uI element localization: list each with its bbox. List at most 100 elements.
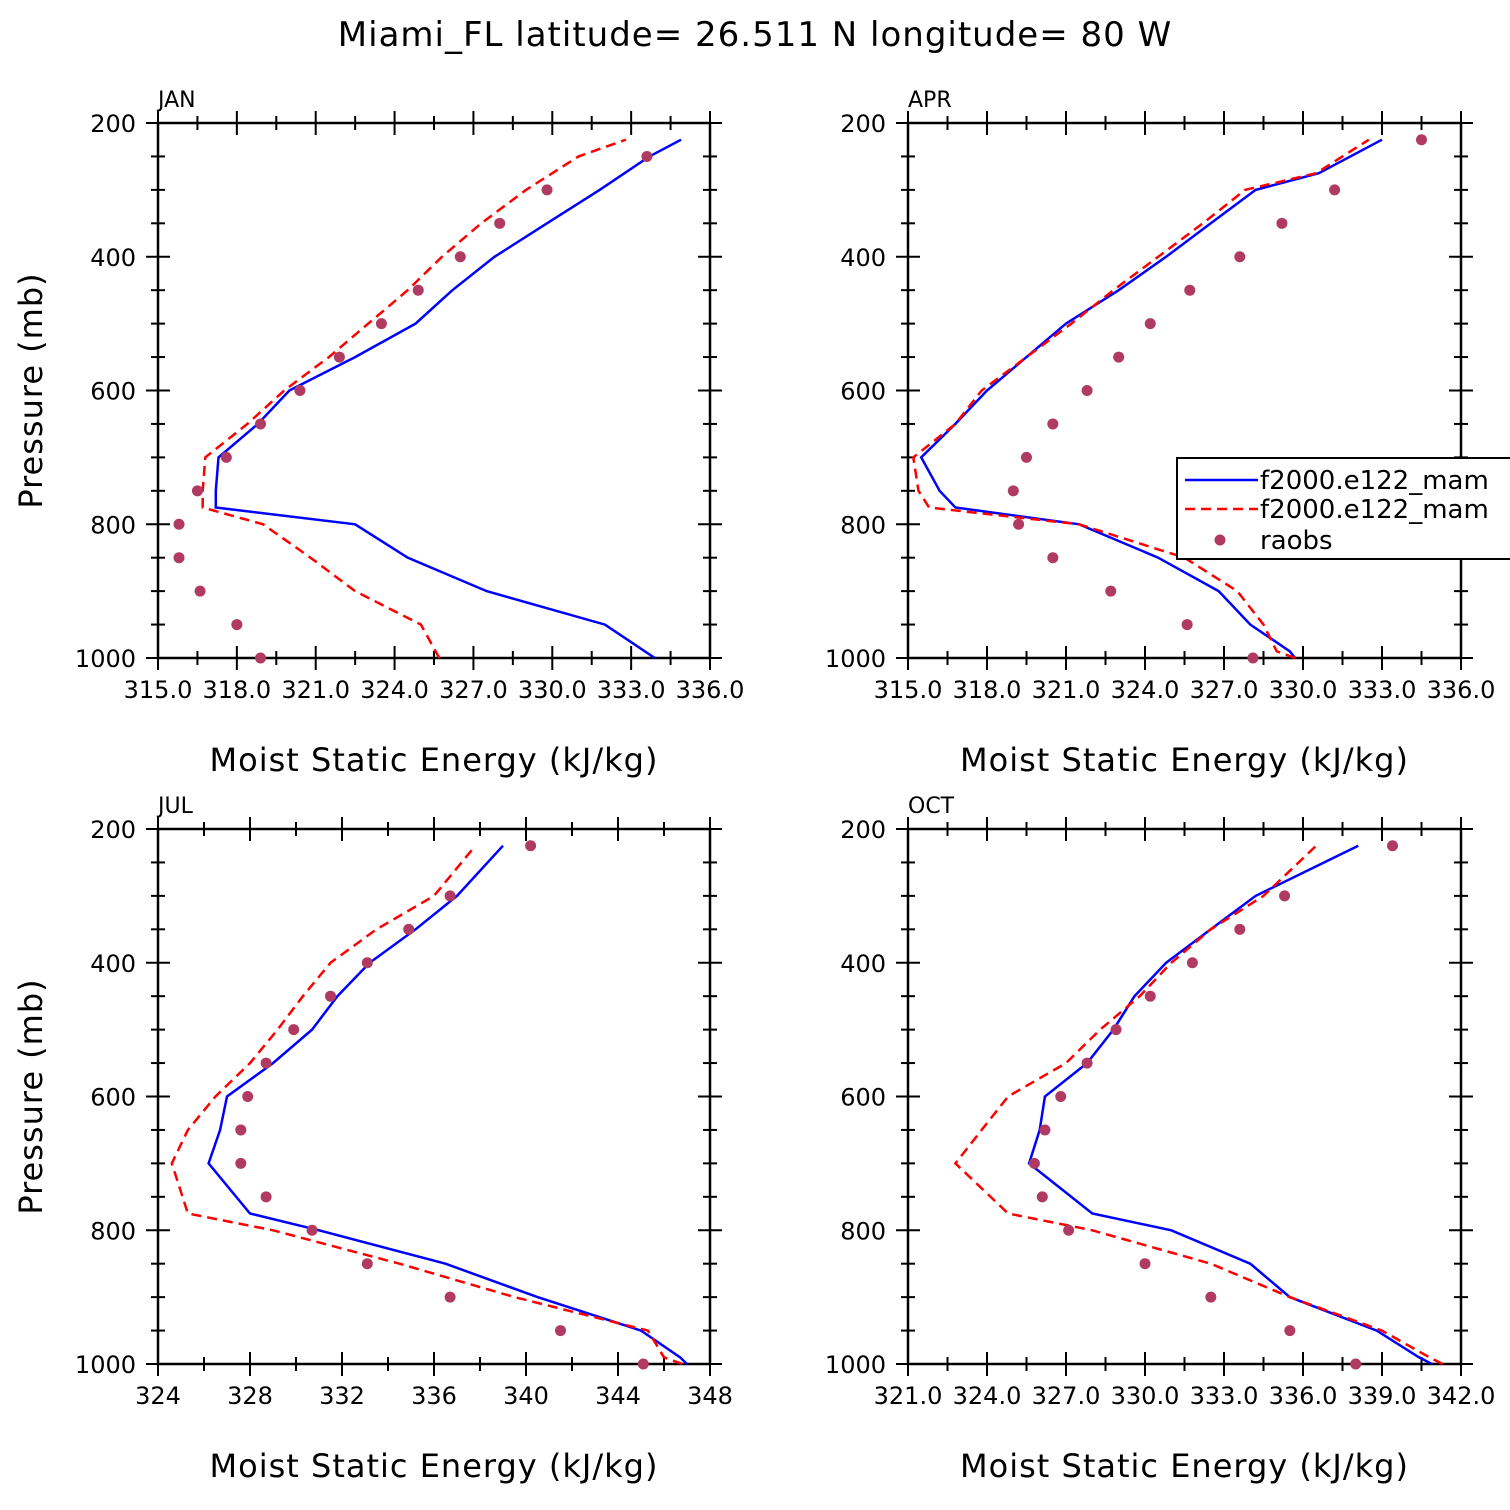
raobs-point (1234, 251, 1246, 263)
raobs-point (1081, 385, 1093, 396)
legend-label: f2000.e122_mam (1260, 466, 1489, 496)
panels-container: JAN 315.0 318.0 321.0 324.0 327.0 330.0 333.0 33… (12, 88, 1495, 1485)
raobs-point (294, 385, 306, 396)
series-line-model-1 (919, 138, 1383, 659)
y-tick-label: 200 (90, 110, 136, 138)
raobs-point (375, 318, 387, 330)
raobs-point (412, 284, 424, 296)
x-tick-label: 315.0 (124, 676, 193, 704)
series-line-model-2 (953, 844, 1444, 1366)
panel-title: OCT (908, 794, 955, 819)
raobs-point (1350, 1358, 1362, 1370)
y-tick-label: 200 (90, 816, 136, 844)
raobs-point (191, 485, 203, 497)
x-tick-label: 318.0 (202, 676, 271, 704)
raobs-point (1205, 1291, 1217, 1303)
raobs-point (403, 923, 415, 935)
series-line-model-2 (201, 138, 627, 659)
raobs-point (1110, 1024, 1122, 1036)
legend-label: raobs (1260, 526, 1333, 556)
raobs-point (1276, 217, 1288, 229)
raobs-point (173, 552, 185, 564)
y-tick-label: 800 (840, 511, 886, 539)
raobs-point (260, 1057, 272, 1069)
raobs-point (325, 990, 336, 1002)
x-tick-label: 344 (595, 1382, 641, 1410)
raobs-point (1007, 485, 1019, 497)
x-tick-label: 315.0 (874, 676, 943, 704)
raobs-point (288, 1024, 300, 1036)
figure-title: Miami_FL latitude= 26.511 N longitude= 8… (338, 15, 1172, 55)
x-tick-label: 324 (135, 1382, 181, 1410)
raobs-point (231, 619, 243, 631)
y-tick-label: 800 (90, 511, 136, 539)
raobs-point (306, 1224, 318, 1236)
raobs-point (1047, 418, 1059, 430)
x-tick-label: 340 (503, 1382, 549, 1410)
raobs-point (194, 585, 206, 597)
x-axis-label: Moist Static Energy (kJ/kg) (960, 741, 1409, 779)
x-tick-label: 336 (411, 1382, 457, 1410)
x-tick-label: 333.0 (1348, 676, 1417, 704)
panel-title: APR (908, 88, 952, 113)
x-tick-label: 324.0 (953, 1382, 1022, 1410)
panel-oct: OCT 321.0 324.0 327.0 330.0 333.0 336.0 339.0 34… (825, 794, 1495, 1485)
raobs-point (1036, 1191, 1048, 1203)
raobs-point (1247, 652, 1259, 664)
raobs-point (255, 418, 267, 430)
x-tick-label: 339.0 (1348, 1382, 1417, 1410)
raobs-point (1387, 840, 1399, 852)
x-tick-label: 321.0 (874, 1382, 943, 1410)
x-axis-label: Moist Static Energy (kJ/kg) (210, 741, 659, 779)
panel-title: JUL (156, 794, 194, 819)
x-axis-label: Moist Static Energy (kJ/kg) (210, 1447, 659, 1485)
y-axis-label: Pressure (mb) (12, 978, 50, 1214)
raobs-point (260, 1191, 272, 1203)
x-tick-label: 324.0 (360, 676, 429, 704)
y-tick-label: 1000 (75, 1351, 136, 1379)
x-tick-label: 348 (687, 1382, 733, 1410)
x-tick-label: 333.0 (597, 676, 666, 704)
raobs-point (1047, 552, 1059, 564)
x-tick-label: 324.0 (1111, 676, 1180, 704)
raobs-point (1416, 134, 1427, 146)
series-line-model-1 (207, 844, 688, 1365)
series-line-model-1 (1027, 844, 1433, 1366)
x-tick-label: 330.0 (1269, 676, 1338, 704)
y-tick-label: 600 (90, 378, 136, 406)
raobs-point (235, 1124, 247, 1136)
y-tick-label: 400 (840, 244, 886, 272)
raobs-point (1013, 518, 1025, 530)
raobs-point (242, 1091, 254, 1102)
raobs-point (1234, 923, 1246, 935)
y-tick-label: 800 (840, 1217, 886, 1245)
panel-apr: APR 315.0 318.0 321.0 324.0 327.0 330.0 333.0 33… (825, 88, 1495, 779)
raobs-point (361, 1258, 373, 1270)
raobs-point (1186, 957, 1198, 969)
legend-label: f2000.e122_mam (1260, 495, 1489, 525)
raobs-point (1021, 451, 1032, 463)
raobs-point (1184, 284, 1196, 296)
raobs-point (1181, 619, 1193, 631)
x-tick-label: 327.0 (439, 676, 508, 704)
x-tick-label: 332 (319, 1382, 365, 1410)
x-tick-label: 336.0 (1427, 676, 1496, 704)
raobs-point (641, 150, 653, 162)
y-tick-label: 600 (90, 1084, 136, 1112)
raobs-point (541, 184, 553, 196)
raobs-point (444, 1291, 456, 1303)
series-line-model-2 (911, 138, 1370, 660)
raobs-point (1105, 585, 1117, 597)
y-tick-label: 400 (90, 244, 136, 272)
raobs-point (1028, 1157, 1040, 1169)
raobs-point (1113, 351, 1125, 363)
x-tick-label: 328 (227, 1382, 273, 1410)
x-tick-label: 330.0 (1111, 1382, 1180, 1410)
raobs-point (1039, 1124, 1051, 1136)
y-tick-label: 200 (840, 110, 886, 138)
legend-box (1176, 457, 1510, 560)
y-tick-label: 600 (840, 1084, 886, 1112)
y-tick-label: 400 (90, 950, 136, 978)
raobs-point (1279, 890, 1291, 902)
x-tick-label: 330.0 (518, 676, 587, 704)
